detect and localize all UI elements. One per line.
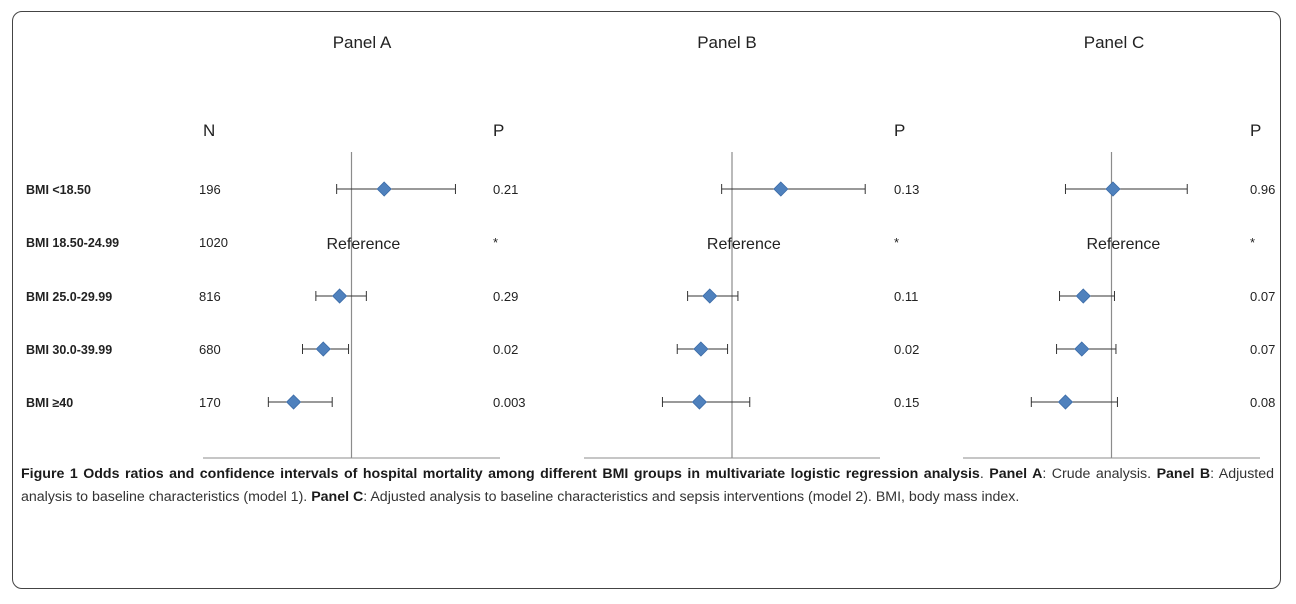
p-value: 0.02: [493, 342, 518, 357]
p-value: 0.21: [493, 182, 518, 197]
reference-label: Reference: [326, 236, 400, 253]
figure-frame: [12, 11, 1281, 589]
p-value: *: [1250, 235, 1255, 250]
p-value: 0.13: [894, 182, 919, 197]
row-label: BMI <18.50: [26, 183, 91, 197]
or-marker: [1074, 341, 1090, 357]
p-value: 0.02: [894, 342, 919, 357]
n-value: 680: [199, 342, 221, 357]
figure-caption: Figure 1 Odds ratios and confidence inte…: [21, 466, 1275, 505]
p-value: 0.29: [493, 289, 518, 304]
or-marker: [1105, 181, 1121, 197]
caption-panel-c-text: : Adjusted analysis to baseline characte…: [363, 489, 1020, 505]
row-label: BMI 18.50-24.99: [26, 236, 119, 250]
p-value: *: [493, 235, 498, 250]
or-marker: [376, 181, 392, 197]
caption-title: Figure 1 Odds ratios and confidence inte…: [21, 466, 980, 482]
panel-title: Panel A: [333, 33, 392, 52]
p-value: 0.07: [1250, 342, 1275, 357]
caption-panel-b-text: : Adjusted analysis to baseline characte…: [21, 466, 1275, 505]
caption-panel-b-label: Panel B: [1156, 466, 1211, 482]
caption-panel-c-label: Panel C: [311, 489, 364, 505]
p-value: 0.07: [1250, 289, 1275, 304]
or-marker: [315, 341, 331, 357]
row-label: BMI 25.0-29.99: [26, 290, 112, 304]
reference-label: Reference: [1086, 236, 1160, 253]
n-value: 1020: [199, 235, 228, 250]
or-marker: [773, 181, 789, 197]
n-header: N: [203, 121, 215, 140]
reference-label: Reference: [707, 236, 781, 253]
or-marker: [702, 288, 718, 304]
row-label: BMI 30.0-39.99: [26, 343, 112, 357]
row-label: BMI ≥40: [26, 396, 73, 410]
p-header: P: [894, 121, 905, 140]
p-value: *: [894, 235, 899, 250]
forest-plot: N BMI <18.50 196 BMI 18.50-24.99 1020 BMI 25.…: [26, 33, 1275, 459]
p-header: P: [493, 121, 504, 140]
n-value: 170: [199, 395, 221, 410]
p-value: 0.96: [1250, 182, 1275, 197]
p-value: 0.11: [894, 289, 918, 304]
n-value: 816: [199, 289, 221, 304]
caption-panel-a-text: : Crude analysis.: [1042, 466, 1157, 482]
p-header: P: [1250, 121, 1261, 140]
or-marker: [693, 341, 709, 357]
p-value: 0.08: [1250, 395, 1275, 410]
or-marker: [1075, 288, 1091, 304]
panel-title: Panel C: [1084, 33, 1144, 52]
panel-title: Panel B: [697, 33, 757, 52]
or-marker: [286, 394, 302, 410]
or-marker: [691, 394, 708, 410]
or-marker: [332, 288, 348, 304]
p-value: 0.003: [493, 395, 526, 410]
p-value: 0.15: [894, 395, 919, 410]
caption-panel-a-label: Panel A: [989, 466, 1043, 482]
n-value: 196: [199, 182, 221, 197]
or-marker: [1057, 394, 1074, 410]
